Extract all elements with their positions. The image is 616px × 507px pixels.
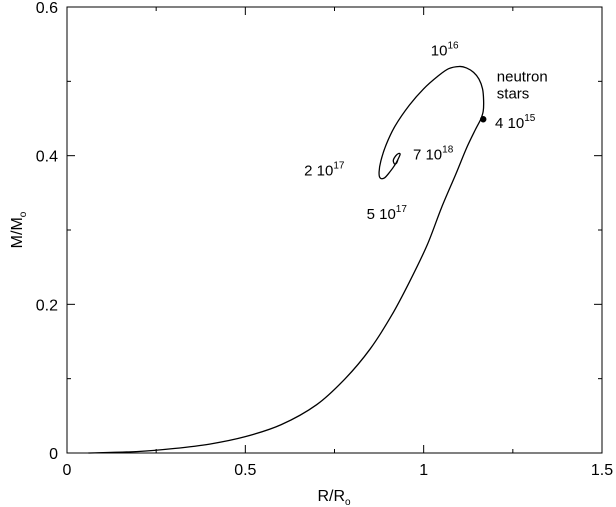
y-tick-label: 0.6 xyxy=(36,0,58,17)
annotation-neutron2: stars xyxy=(497,85,530,102)
x-tick-label: 1.5 xyxy=(591,462,613,479)
x-tick-label: 0.5 xyxy=(234,462,256,479)
annotation-p2e17: 2 1017 xyxy=(304,161,345,180)
tick-labels: 0 0.5 1 1.5 0 0.2 0.4 0.6 xyxy=(36,0,613,479)
y-tick-label: 0 xyxy=(49,446,58,463)
x-axis-label: R/Ro xyxy=(317,488,351,507)
neutron-star-point xyxy=(480,116,487,123)
y-tick-label: 0.2 xyxy=(36,297,58,314)
annotation-neutron1: neutron xyxy=(497,68,548,85)
y-axis-label: M/Mo xyxy=(9,211,29,248)
y-tick-label: 0.4 xyxy=(36,149,58,166)
annotation-p4e15: 4 1015 xyxy=(495,113,536,132)
x-tick-label: 1 xyxy=(419,462,428,479)
annotation-p7e18: 7 1018 xyxy=(413,144,454,163)
x-tick-label: 0 xyxy=(63,462,72,479)
data-points xyxy=(480,116,487,123)
annotation-p5e17: 5 1017 xyxy=(367,204,408,223)
tick-marks xyxy=(66,6,603,454)
annotation-e16: 1016 xyxy=(431,40,459,59)
mass-radius-curve xyxy=(88,65,485,454)
